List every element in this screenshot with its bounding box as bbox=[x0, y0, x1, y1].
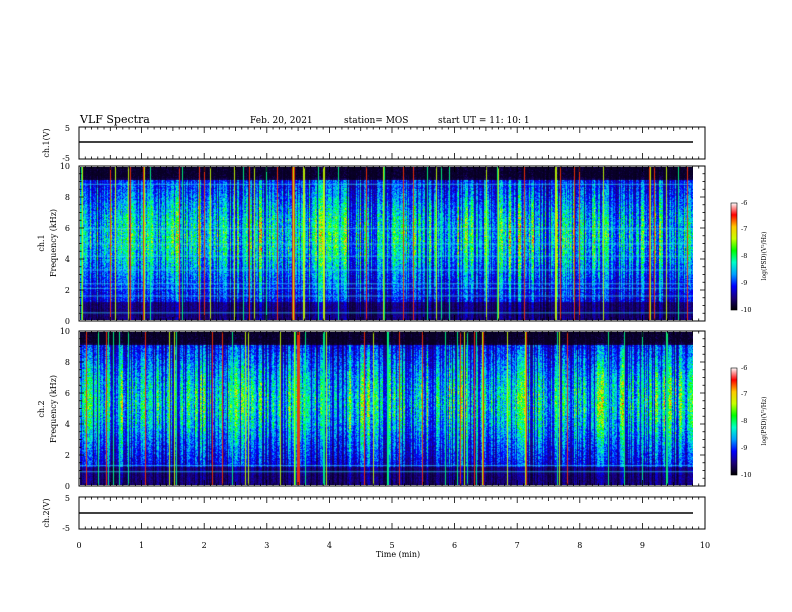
time-tick-label-8: 8 bbox=[577, 541, 582, 550]
ch1-spectrogram-panel: 0 2 4 6 8 10 ch.1 Frequency (kHz) bbox=[37, 162, 706, 326]
cb2-tick-0: -6 bbox=[741, 364, 747, 372]
time-tick-label-2: 2 bbox=[202, 541, 207, 550]
ch2-freq-ytick-10: 10 bbox=[60, 327, 70, 336]
ch1-freq-ytick-6: 6 bbox=[65, 224, 70, 233]
ch2-waveform-ylabel: ch.2(V) bbox=[42, 498, 51, 527]
figure-date: Feb. 20, 2021 bbox=[250, 116, 313, 126]
cb1-tick-4: -10 bbox=[741, 306, 751, 314]
cb1-tick-0: -6 bbox=[741, 199, 747, 207]
ch2-spectrogram-panel: 0 2 4 6 8 10 ch.2 Frequency (kHz) bbox=[37, 327, 706, 491]
ch2-spectrogram-image bbox=[80, 332, 693, 485]
ch2-spectrogram-channel-label: ch.2 bbox=[37, 400, 46, 417]
ch1-spectrogram-image bbox=[80, 167, 693, 320]
time-tick-label-5: 5 bbox=[389, 541, 394, 550]
ch2-frequency-ylabel: Frequency (kHz) bbox=[49, 375, 58, 443]
cb2-tick-1: -7 bbox=[741, 390, 747, 398]
ch1-freq-ytick-10: 10 bbox=[60, 162, 70, 171]
ch1-ytick-bottom: -5 bbox=[62, 154, 70, 163]
cb1-tick-1: -7 bbox=[741, 225, 747, 233]
ch2-ytick-bottom: -5 bbox=[62, 524, 70, 533]
time-tick-label-1: 1 bbox=[139, 541, 144, 550]
ch2-ytick-top: 5 bbox=[65, 494, 70, 503]
figure-start-time: start UT = 11: 10: 1 bbox=[438, 116, 530, 126]
cb1-tick-3: -9 bbox=[741, 279, 747, 287]
figure-title: VLF Spectra bbox=[79, 113, 150, 126]
time-axis-label: Time (min) bbox=[376, 550, 420, 559]
ch1-waveform-ylabel: ch.1(V) bbox=[42, 128, 51, 157]
figure-station: station= MOS bbox=[344, 116, 408, 126]
cb2-tick-4: -10 bbox=[741, 471, 751, 479]
ch2-freq-ytick-8: 8 bbox=[65, 358, 70, 367]
cb1-tick-2: -8 bbox=[741, 252, 747, 260]
ch1-freq-ytick-4: 4 bbox=[65, 255, 70, 264]
ch2-freq-ytick-2: 2 bbox=[65, 451, 70, 460]
cb2-tick-3: -9 bbox=[741, 444, 747, 452]
ch1-colorbar: -6 -7 -8 -9 -10 log(PSD)(V²/Hz) bbox=[730, 199, 768, 314]
ch2-colorbar: -6 -7 -8 -9 -10 log(PSD)(V²/Hz) bbox=[730, 364, 768, 479]
cb1-label: log(PSD)(V²/Hz) bbox=[761, 232, 768, 281]
time-tick-label-9: 9 bbox=[640, 541, 645, 550]
time-tick-label-4: 4 bbox=[327, 541, 332, 550]
ch1-freq-ytick-0: 0 bbox=[65, 317, 70, 326]
ch1-spectrogram-channel-label: ch.1 bbox=[37, 234, 46, 251]
time-tick-label-3: 3 bbox=[264, 541, 269, 550]
time-tick-label-6: 6 bbox=[452, 541, 457, 550]
ch2-freq-ytick-6: 6 bbox=[65, 389, 70, 398]
ch1-ytick-top: 5 bbox=[65, 124, 70, 133]
cb2-label: log(PSD)(V²/Hz) bbox=[761, 397, 768, 446]
ch2-freq-ytick-4: 4 bbox=[65, 420, 70, 429]
ch1-freq-ytick-2: 2 bbox=[65, 286, 70, 295]
time-tick-label-10: 10 bbox=[700, 541, 710, 550]
time-tick-label-0: 0 bbox=[76, 541, 81, 550]
cb2-tick-2: -8 bbox=[741, 417, 747, 425]
ch1-frequency-ylabel: Frequency (kHz) bbox=[49, 209, 58, 277]
ch1-freq-ytick-8: 8 bbox=[65, 193, 70, 202]
ch2-freq-ytick-0: 0 bbox=[65, 482, 70, 491]
time-tick-label-7: 7 bbox=[515, 541, 520, 550]
